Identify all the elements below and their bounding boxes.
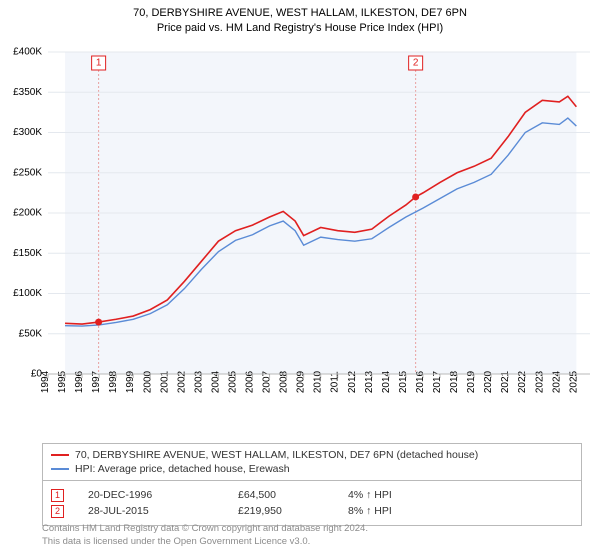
table-row: 1 20-DEC-1996 £64,500 4% ↑ HPI: [51, 487, 573, 503]
sale-marker-1: 1: [51, 489, 64, 502]
svg-text:2: 2: [413, 58, 419, 69]
chart: 12£0£50K£100K£150K£200K£250K£300K£350K£4…: [0, 44, 600, 414]
legend: 70, DERBYSHIRE AVENUE, WEST HALLAM, ILKE…: [42, 443, 582, 481]
svg-text:£150K: £150K: [13, 248, 42, 259]
sale-date-2: 28-JUL-2015: [88, 505, 238, 517]
svg-text:£400K: £400K: [13, 47, 42, 58]
title-line2: Price paid vs. HM Land Registry's House …: [0, 21, 600, 36]
svg-text:£300K: £300K: [13, 127, 42, 138]
footer-line1: Contains HM Land Registry data © Crown c…: [42, 523, 368, 536]
legend-row-1: 70, DERBYSHIRE AVENUE, WEST HALLAM, ILKE…: [51, 448, 573, 462]
legend-label-2: HPI: Average price, detached house, Erew…: [75, 463, 290, 475]
sale-price-1: £64,500: [238, 489, 348, 501]
svg-text:£100K: £100K: [13, 288, 42, 299]
svg-text:1: 1: [96, 58, 102, 69]
footer: Contains HM Land Registry data © Crown c…: [42, 523, 368, 549]
legend-swatch-1: [51, 454, 69, 456]
sale-diff-2: 8% ↑ HPI: [348, 505, 438, 517]
legend-swatch-2: [51, 468, 69, 470]
title-line1: 70, DERBYSHIRE AVENUE, WEST HALLAM, ILKE…: [0, 6, 600, 21]
chart-svg: 12£0£50K£100K£150K£200K£250K£300K£350K£4…: [0, 44, 600, 414]
chart-title: 70, DERBYSHIRE AVENUE, WEST HALLAM, ILKE…: [0, 0, 600, 36]
svg-text:£350K: £350K: [13, 87, 42, 98]
legend-label-1: 70, DERBYSHIRE AVENUE, WEST HALLAM, ILKE…: [75, 449, 478, 461]
sale-date-1: 20-DEC-1996: [88, 489, 238, 501]
svg-text:£50K: £50K: [19, 328, 43, 339]
sale-diff-1: 4% ↑ HPI: [348, 489, 438, 501]
svg-text:£250K: £250K: [13, 167, 42, 178]
svg-text:£200K: £200K: [13, 208, 42, 219]
sale-marker-2: 2: [51, 505, 64, 518]
legend-row-2: HPI: Average price, detached house, Erew…: [51, 462, 573, 476]
sale-price-2: £219,950: [238, 505, 348, 517]
footer-line2: This data is licensed under the Open Gov…: [42, 536, 368, 549]
sales-table: 1 20-DEC-1996 £64,500 4% ↑ HPI 2 28-JUL-…: [42, 480, 582, 526]
table-row: 2 28-JUL-2015 £219,950 8% ↑ HPI: [51, 503, 573, 519]
